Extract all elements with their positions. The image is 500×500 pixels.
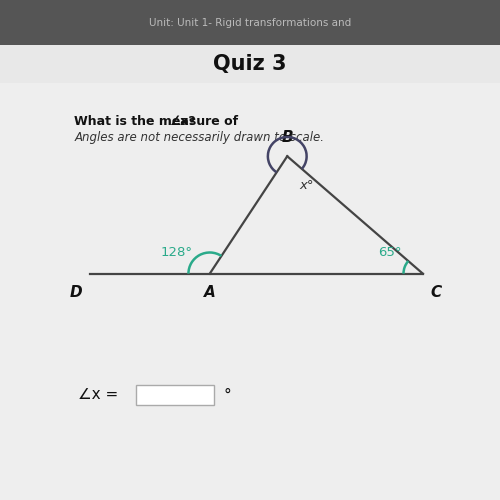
Text: ∠x?: ∠x? — [169, 115, 196, 128]
Text: Quiz 3: Quiz 3 — [213, 54, 287, 74]
FancyBboxPatch shape — [136, 386, 214, 404]
Text: Unit: Unit 1- Rigid transformations and: Unit: Unit 1- Rigid transformations and — [149, 18, 351, 28]
Text: D: D — [69, 285, 82, 300]
Text: 128°: 128° — [161, 246, 193, 259]
Text: 65°: 65° — [378, 246, 402, 259]
Text: ∠x =: ∠x = — [78, 388, 118, 402]
Text: x°: x° — [300, 178, 314, 192]
Text: Angles are not necessarily drawn to scale.: Angles are not necessarily drawn to scal… — [74, 130, 324, 143]
Text: °: ° — [224, 388, 231, 402]
Text: A: A — [204, 285, 216, 300]
Text: C: C — [430, 285, 442, 300]
Text: B: B — [282, 130, 293, 144]
Text: What is the measure of: What is the measure of — [74, 115, 242, 128]
